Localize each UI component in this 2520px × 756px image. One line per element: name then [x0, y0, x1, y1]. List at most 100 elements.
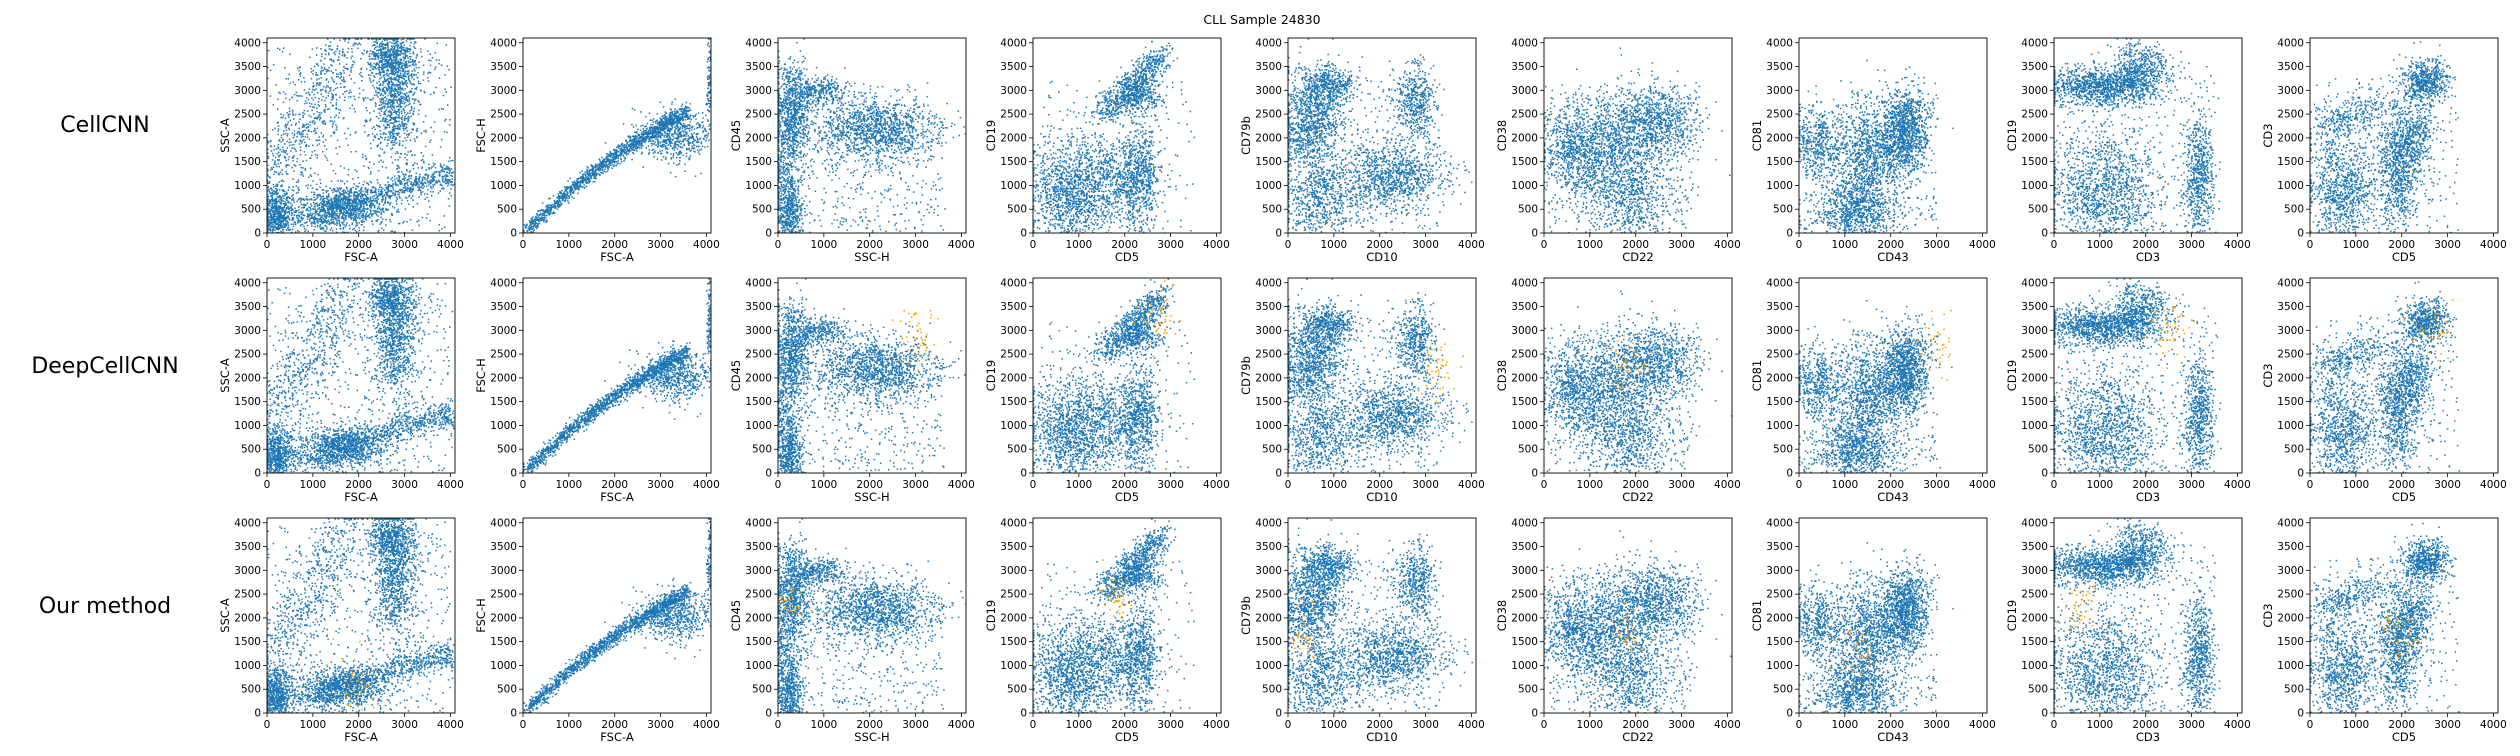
cell-point — [287, 222, 289, 224]
cell-point — [355, 230, 357, 232]
cell-point — [304, 151, 306, 153]
cell-point — [452, 160, 454, 162]
cell-point — [303, 139, 305, 141]
cell-point — [398, 99, 400, 101]
cell-point — [442, 187, 444, 189]
cell-point — [423, 71, 425, 73]
cell-point — [382, 59, 384, 61]
cell-point — [394, 77, 396, 79]
cell-point — [372, 224, 374, 226]
cell-point — [420, 90, 422, 92]
cell-point — [281, 222, 283, 224]
cell-point — [328, 67, 330, 69]
cell-point — [388, 114, 390, 116]
cell-point — [399, 197, 401, 199]
cell-point — [390, 149, 392, 151]
cell-point — [364, 131, 366, 133]
cell-point — [452, 178, 454, 180]
cell-point — [401, 199, 403, 201]
cell-point — [318, 219, 320, 221]
cell-point — [350, 205, 352, 207]
cell-point — [278, 223, 280, 225]
cell-point — [405, 54, 407, 56]
cell-point — [272, 197, 274, 199]
cell-point — [332, 126, 334, 128]
cell-point — [277, 122, 279, 124]
cell-point — [323, 206, 325, 208]
cell-point — [386, 52, 388, 54]
cell-point — [313, 99, 315, 101]
cell-point — [328, 46, 330, 48]
cell-point — [423, 161, 425, 163]
cell-point — [364, 125, 366, 127]
cell-point — [303, 205, 305, 207]
cell-point — [285, 133, 287, 135]
cell-point — [305, 154, 307, 156]
cell-point — [365, 187, 367, 189]
cell-point — [350, 211, 352, 213]
cell-point — [337, 199, 339, 201]
cell-point — [389, 195, 391, 197]
cell-point — [392, 109, 394, 111]
cell-point — [320, 209, 322, 211]
cell-point — [303, 77, 305, 79]
cell-point — [385, 133, 387, 135]
cell-point — [408, 75, 410, 77]
cell-point — [380, 72, 382, 74]
cell-point — [343, 198, 345, 200]
cell-point — [321, 112, 323, 114]
cell-point — [270, 222, 272, 224]
cell-point — [394, 179, 396, 181]
cell-point — [286, 141, 288, 143]
figure-title: CLL Sample 24830 — [1203, 12, 1320, 27]
cell-point — [409, 99, 411, 101]
cell-point — [385, 352, 387, 354]
cell-point — [297, 133, 299, 135]
cell-point — [403, 96, 405, 98]
cell-point — [353, 212, 355, 214]
cell-point — [349, 108, 351, 110]
cell-point — [331, 190, 333, 192]
cell-point — [324, 155, 326, 157]
cell-point — [279, 93, 281, 95]
cell-point — [360, 204, 362, 206]
cell-point — [363, 184, 365, 186]
cell-point — [394, 207, 396, 209]
cell-point — [437, 43, 439, 45]
cell-point — [278, 140, 280, 142]
cell-point — [318, 78, 320, 80]
cell-point — [285, 98, 287, 100]
cell-point — [272, 205, 274, 207]
cell-point — [411, 76, 413, 78]
cell-point — [394, 94, 396, 96]
cell-point — [319, 225, 321, 227]
cell-point — [412, 98, 414, 100]
cell-point — [404, 133, 406, 135]
cell-point — [325, 106, 327, 108]
cell-point — [444, 89, 446, 91]
cell-point — [314, 104, 316, 106]
cell-point — [311, 97, 313, 99]
cell-point — [347, 190, 349, 192]
cell-point — [390, 231, 392, 233]
cell-point — [310, 213, 312, 215]
cell-point — [376, 134, 378, 136]
cell-point — [390, 191, 392, 193]
cell-point — [317, 174, 319, 176]
cell-point — [372, 58, 374, 60]
cell-point — [447, 185, 449, 187]
cell-point — [387, 202, 389, 204]
panel-r1-c0: 0 1000 2000 3000 400005001000150020002500300… — [218, 277, 464, 504]
cell-point — [333, 105, 335, 107]
cell-point — [388, 55, 390, 57]
cell-point — [343, 192, 345, 194]
cell-point — [384, 139, 386, 141]
cell-point — [451, 184, 453, 186]
cell-point — [309, 139, 311, 141]
cell-point — [383, 204, 385, 206]
cell-point — [400, 77, 402, 79]
cell-point — [344, 133, 346, 135]
cell-point — [425, 115, 427, 117]
cell-point — [386, 145, 388, 147]
cell-point — [446, 44, 448, 46]
